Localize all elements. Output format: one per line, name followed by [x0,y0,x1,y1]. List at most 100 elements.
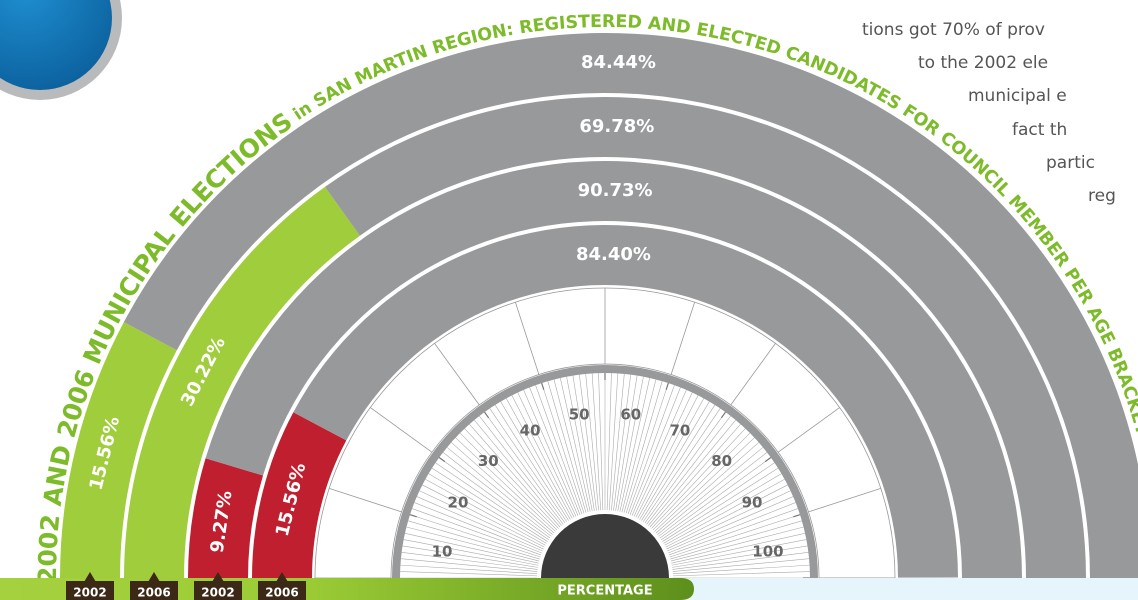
gauge-minor-line [425,478,546,546]
gauge-minor-line [517,392,577,517]
gauge-minor-line [459,432,558,531]
corner-badge [0,0,122,100]
ring-value-label: 90.73% [578,180,653,201]
gauge-minor-line [438,457,551,539]
gauge-minor-line [484,411,566,524]
gauge-minor-line [464,428,559,529]
gauge-minor-line [412,508,542,556]
sector-band [314,287,896,579]
ring-segment [188,458,264,578]
gauge-minor-line [408,520,540,560]
gauge-minor-line [627,385,675,515]
gauge-minor-line [655,442,759,534]
gauge-minor-line [617,376,644,512]
gauge-minor-line [666,490,791,550]
gauge-minor-line [469,424,561,528]
gauge-tick [720,411,726,419]
sector-line [808,488,881,513]
sector-line [515,302,540,375]
gauge-minor-line [451,442,555,534]
gauge-tick [541,382,545,390]
sector-line [370,407,433,453]
gauge-minor-line [435,462,549,541]
year-pointer [212,572,224,582]
gauge-minor-line [416,496,543,552]
gauge-minor-line [654,437,755,532]
gauge-minor-line [671,532,806,564]
gauge-minor-line [611,373,625,511]
gauge-tick-label: 90 [742,494,763,512]
gauge-minor-line [541,382,585,514]
gauge-minor-line [633,392,693,517]
gauge-tick-label: 40 [520,421,541,439]
gauge-tick-label: 50 [569,406,590,424]
gauge-minor-line [641,404,716,521]
gauge-tick-label: 100 [752,543,783,561]
ring-value-label: 69.78% [579,116,654,137]
gauge-minor-line [598,373,604,511]
gauge-minor-line [667,496,794,552]
gauge-tick [793,514,801,518]
ring-segment [124,186,360,578]
gauge-minor-line [649,424,741,528]
gauge-minor-line [579,374,597,511]
gauge-minor-line [446,447,553,535]
gauge-minor-line [615,375,638,511]
gauge-minor-line [422,484,545,548]
gauge-minor-line [651,428,746,529]
ring-segment [324,97,1086,578]
gauge-minor-line [657,447,764,535]
gauge-minor-line [625,382,669,514]
gauge-minor-line [511,395,575,518]
gauge-hub [541,514,669,578]
gauge-minor-line [672,552,809,570]
gauge-minor-line [553,379,589,513]
year-label: 2006 [265,586,298,600]
gauge-minor-line [523,389,579,516]
ring-segment [252,412,347,578]
axis-label: PERCENTAGE [557,584,652,599]
side-text: fact th [1012,120,1067,140]
gauge-tick-label: 20 [448,494,469,512]
gauge-minor-line [631,389,687,516]
gauge-minor-line [559,377,591,512]
gauge-minor-line [621,379,657,513]
side-text: partic [1046,153,1095,173]
gauge-tick [438,457,446,463]
gauge-tick [484,411,490,419]
gauge-minor-line [635,395,699,518]
gauge-minor-line [402,545,538,568]
gauge-minor-line [668,502,796,554]
side-text: tions got 70% of prov [862,20,1045,40]
side-text: reg [1088,186,1116,206]
gauge-minor-line [431,467,548,542]
year-box [66,581,114,600]
gauge-tick [764,457,772,463]
sector-line [670,302,695,375]
gauge-tick-label: 60 [620,406,641,424]
year-pointer [148,572,160,582]
gauge-minor-line [428,473,547,544]
gauge-minor-line [403,539,539,566]
gauge-minor-line [474,419,562,526]
gauge-minor-line [442,452,552,537]
year-pointer [276,572,288,582]
year-box [258,581,306,600]
gauge-minor-line [400,558,538,572]
gauge-minor-line [409,514,541,558]
gauge-minor-line [585,373,599,511]
ring-value-label: 84.40% [576,244,651,265]
ring-segment [60,322,177,578]
gauge-minor-line [623,381,663,513]
gauge-minor-line [529,387,581,515]
sector-line [434,343,480,406]
gauge-minor-line [479,415,564,525]
gauge-minor-line [672,564,810,575]
gauge-minor-line [639,401,710,520]
side-text: municipal e [968,86,1067,106]
bottom-panel [690,578,1138,600]
gauge-minor-line [489,408,568,522]
year-box [130,581,178,600]
gauge-minor-line [670,526,804,562]
gauge-minor-line [642,408,721,522]
